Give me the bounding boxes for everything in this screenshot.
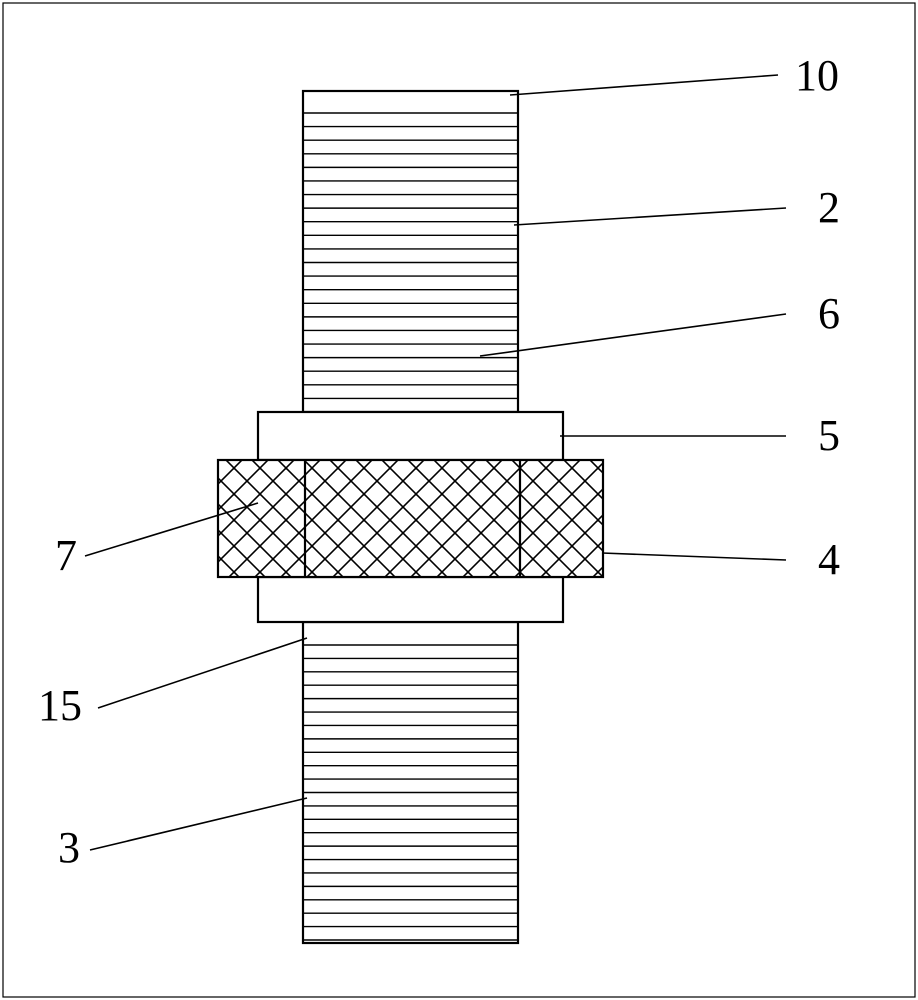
lbl4: 4 [818, 535, 840, 584]
lbl15: 15 [38, 681, 82, 730]
shaft-top [303, 91, 518, 412]
lbl6-leader [480, 314, 786, 356]
lbl3: 3 [58, 823, 80, 872]
engineering-diagram: 10 2 6 5 4 7 15 3 [0, 0, 918, 1000]
flange-lower [258, 577, 563, 622]
lbl6: 6 [818, 289, 840, 338]
lbl2: 2 [818, 183, 840, 232]
lbl3-leader [90, 798, 307, 850]
flange-upper [258, 412, 563, 460]
middle-block-fill [218, 460, 603, 577]
lbl15-leader [98, 638, 307, 708]
lbl5: 5 [818, 411, 840, 460]
shaft-bottom [303, 622, 518, 943]
lbl10-leader [510, 75, 778, 95]
lbl7: 7 [55, 531, 77, 580]
lbl10: 10 [795, 51, 839, 100]
lbl2-leader [514, 208, 786, 225]
lbl4-leader [602, 553, 786, 560]
